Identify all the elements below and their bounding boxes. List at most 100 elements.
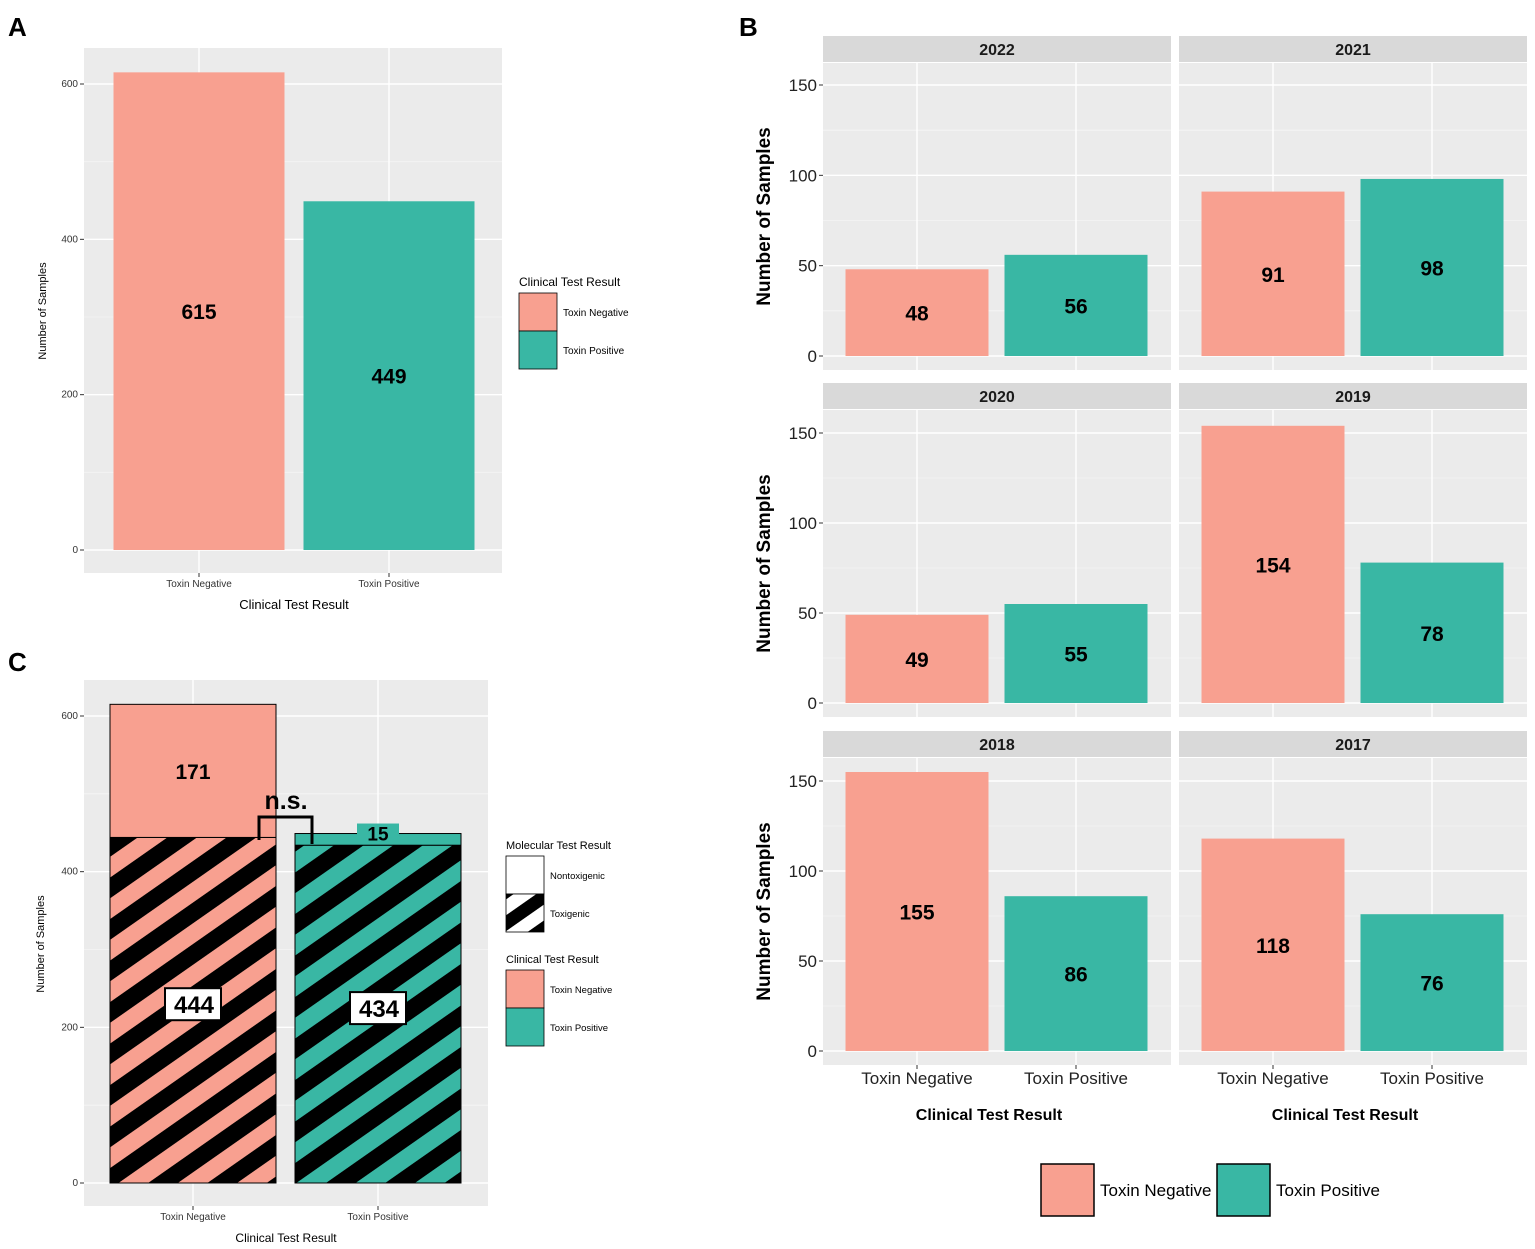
panel-b-y-tick-label: 50 — [798, 604, 817, 623]
panel-c-significance-label: n.s. — [264, 787, 307, 815]
panel-c-y-tick-label: 600 — [61, 711, 78, 722]
panel-b-bar-2021-positive — [1360, 178, 1504, 356]
panel-b-legend-key — [1040, 1163, 1095, 1217]
panel-c: C 0 200 400 600 444 171 Toxin Negative 434 15 Toxi… — [8, 647, 612, 1245]
panel-c-x-axis-title: Clinical Test Result — [235, 1231, 337, 1245]
panel-b-data-label: 154 — [1255, 554, 1290, 577]
panel-b-data-label: 91 — [1261, 264, 1285, 287]
panel-b: B 2022 0 50 100 150 Number of Samples 48 56 2021 9… — [739, 12, 1527, 1217]
panel-letter-c: C — [8, 647, 27, 677]
panel-b-y-axis-title: Number of Samples — [754, 127, 775, 305]
panel-b-bar-2022-positive — [1004, 254, 1148, 356]
panel-a-y-tick-label: 0 — [72, 545, 78, 556]
panel-b-y-tick-label: 0 — [808, 1042, 817, 1061]
panel-b-legend-label: Toxin Negative — [1100, 1181, 1212, 1200]
panel-a-legend-key — [518, 330, 558, 370]
panel-b-bar-2022-negative — [845, 269, 989, 356]
panel-c-label-box — [349, 991, 407, 1026]
panel-b-strip-label: 2021 — [1335, 42, 1371, 59]
panel-a-data-label: 449 — [371, 366, 406, 389]
panel-a: A 0 200 400 600 615 Toxin Negative 449 Toxin Pos… — [8, 12, 629, 612]
panel-a-x-tick-label: Toxin Negative — [166, 579, 232, 590]
panel-c-data-label-toxigenic: 444 — [174, 992, 215, 1019]
panel-b-data-label: 86 — [1064, 964, 1087, 987]
panel-a-legend-label: Toxin Positive — [563, 346, 625, 357]
panel-a-y-tick-label: 600 — [61, 79, 78, 90]
panel-c-legend-label: Toxin Positive — [550, 1023, 608, 1034]
panel-letter-b: B — [739, 12, 758, 42]
panel-c-legend-label: Toxigenic — [550, 909, 590, 920]
panel-a-legend-key — [518, 292, 558, 332]
panel-b-data-label: 78 — [1420, 623, 1444, 646]
panel-c-data-label-nontoxigenic: 15 — [367, 825, 389, 846]
panel-b-bar-2020-positive — [1004, 604, 1148, 703]
panel-c-legend-key-toxigenic — [505, 893, 545, 933]
panel-b-data-label: 98 — [1420, 257, 1444, 280]
panel-b-strip-label: 2017 — [1335, 737, 1371, 754]
panel-a-legend-title: Clinical Test Result — [519, 275, 621, 289]
panel-b-strip-2018 — [823, 731, 1171, 757]
panel-c-data-label-toxigenic: 434 — [359, 996, 400, 1023]
panel-b-bar-2019-positive — [1360, 562, 1504, 703]
panel-b-data-label: 49 — [905, 649, 928, 672]
panel-c-x-tick-label: Toxin Positive — [347, 1212, 409, 1223]
panel-a-bar-toxin-positive — [303, 201, 475, 550]
panel-b-x-tick-label: Toxin Negative — [861, 1069, 973, 1088]
panel-b-bar-2018-positive — [1004, 896, 1148, 1051]
panel-c-label-box — [164, 987, 222, 1022]
panel-b-data-label: 48 — [905, 303, 929, 326]
panel-b-y-tick-label: 150 — [789, 424, 817, 443]
panel-c-legend-title-clinical: Clinical Test Result — [506, 954, 599, 966]
panel-c-significance-bracket — [257, 815, 314, 844]
panel-b-y-tick-label: 0 — [808, 347, 817, 366]
panel-c-data-label-nontoxigenic: 171 — [175, 761, 210, 784]
panel-b-x-tick-label: Toxin Positive — [1024, 1069, 1128, 1088]
panel-b-data-label: 155 — [899, 902, 934, 925]
panel-a-legend-label: Toxin Negative — [563, 308, 629, 319]
panel-b-data-label: 56 — [1064, 295, 1087, 318]
panel-a-y-axis-title: Number of Samples — [37, 262, 49, 360]
panel-a-bar-toxin-negative — [113, 72, 285, 550]
panel-b-y-axis-title: Number of Samples — [754, 822, 775, 1000]
panel-c-legend-label: Toxin Negative — [550, 985, 612, 996]
panel-c-y-tick-label: 400 — [61, 867, 78, 878]
panel-b-y-tick-label: 100 — [789, 166, 817, 185]
panel-b-strip-2019 — [1179, 383, 1527, 409]
panel-c-legend-key-nontoxigenic — [505, 855, 545, 895]
panel-b-strip-label: 2019 — [1335, 389, 1371, 406]
panel-b-y-tick-label: 100 — [789, 862, 817, 881]
panel-b-data-label: 76 — [1420, 973, 1443, 996]
panel-b-y-tick-label: 50 — [798, 257, 817, 276]
panel-b-bar-2019-negative — [1201, 425, 1345, 703]
panel-c-bar-nontoxigenic-toxin-negative — [109, 703, 277, 838]
panel-b-legend-key — [1216, 1163, 1271, 1217]
panel-b-x-tick-label: Toxin Negative — [1217, 1069, 1329, 1088]
panel-b-strip-2022 — [823, 36, 1171, 62]
panel-b-strip-2021 — [1179, 36, 1527, 62]
panel-b-bar-2020-negative — [845, 614, 989, 703]
panel-b-y-tick-label: 100 — [789, 514, 817, 533]
panel-b-y-tick-label: 0 — [808, 694, 817, 713]
panel-c-y-axis-title: Number of Samples — [35, 895, 47, 993]
panel-a-x-axis-title: Clinical Test Result — [239, 597, 349, 612]
panel-c-legend-key-clinical — [505, 969, 545, 1009]
panel-c-y-tick-label: 0 — [72, 1178, 78, 1189]
panel-c-y-tick-label: 200 — [61, 1022, 78, 1033]
panel-b-strip-label: 2022 — [979, 42, 1015, 59]
panel-b-strip-label: 2020 — [979, 389, 1015, 406]
panel-c-x-tick-label: Toxin Negative — [160, 1212, 226, 1223]
panel-c-legend-title-molecular: Molecular Test Result — [506, 840, 611, 852]
panel-a-data-label: 615 — [181, 301, 216, 324]
panel-b-bar-2017-negative — [1201, 838, 1345, 1051]
panel-a-y-tick-label: 200 — [61, 390, 78, 401]
panel-a-x-tick-label: Toxin Positive — [358, 579, 420, 590]
panel-b-bar-2018-negative — [845, 772, 989, 1051]
panel-b-y-tick-label: 50 — [798, 952, 817, 971]
panel-b-y-tick-label: 150 — [789, 772, 817, 791]
panel-b-y-tick-label: 150 — [789, 76, 817, 95]
panel-b-strip-label: 2018 — [979, 737, 1015, 754]
panel-b-strip-2017 — [1179, 731, 1527, 757]
panel-b-legend-label: Toxin Positive — [1276, 1181, 1380, 1200]
panel-b-y-axis-title: Number of Samples — [754, 474, 775, 652]
